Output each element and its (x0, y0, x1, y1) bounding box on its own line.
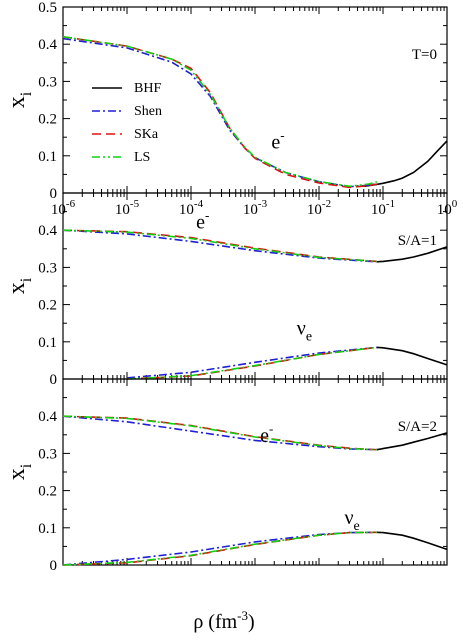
series-line-ls (126, 346, 377, 380)
y-tick-label: 0.1 (38, 149, 57, 165)
series-line-bhf (363, 140, 448, 188)
panel-label: T=0 (412, 47, 437, 63)
series-line-ls (62, 415, 377, 451)
plot-frame (62, 6, 448, 194)
y-tick-label: 0 (50, 186, 58, 202)
panel-label: S/A=1 (398, 233, 437, 249)
y-axis-title: xi (4, 277, 35, 294)
y-tick-label: 0.5 (38, 0, 57, 16)
x-tick-label: 10-1 (371, 198, 395, 218)
y-tick-label: 0 (50, 558, 58, 574)
y-tick-label: 0 (50, 372, 58, 388)
y-tick-label: 0.3 (38, 446, 57, 462)
x-tick-label: 10-6 (51, 198, 76, 218)
series-line-bhf (376, 531, 448, 551)
panel-2: 0 0.1 0.2 0.3 0.4 S/A=1 e-νe xi (4, 192, 448, 388)
series-line-ska (62, 36, 377, 189)
x-tick-label: 10-2 (307, 198, 331, 218)
series-line-shen (126, 346, 377, 379)
y-tick-label: 0.1 (38, 335, 57, 351)
curve-annotation: e- (196, 207, 209, 233)
x-tick-label: 10-5 (115, 198, 140, 218)
legend-label-bhf: BHF (134, 81, 161, 96)
legend: BHF Shen SKa LS (92, 81, 162, 165)
y-tick-label: 0.4 (38, 37, 57, 53)
y-tick-label: 0.4 (38, 223, 57, 239)
panel-1: 0 0.1 0.2 0.3 0.4 0.5 10-6 10-5 10-4 10-3 10-2 10-1… (4, 0, 458, 218)
series-line-shen (62, 531, 377, 566)
y-tick-label: 0.2 (38, 112, 57, 128)
y-tick-label: 0.2 (38, 298, 57, 314)
y-axis-title: xi (4, 91, 35, 108)
panels: 0 0.1 0.2 0.3 0.4 0.5 10-6 10-5 10-4 10-3 10-2 10-1… (4, 0, 458, 574)
series-line-shen (62, 229, 377, 263)
series-line-bhf (376, 246, 448, 263)
x-tick-label: 10-4 (179, 198, 204, 218)
series-line-ls (62, 531, 377, 566)
panel-label: S/A=2 (398, 419, 437, 435)
series-line-ska (62, 415, 377, 451)
curve-annotation: e- (271, 127, 284, 153)
plot-frame (62, 192, 448, 380)
series-line-ska (62, 531, 377, 566)
y-tick-label: 0.1 (38, 521, 57, 537)
series-line-ls (62, 229, 377, 263)
y-tick-label: 0.2 (38, 484, 57, 500)
legend-label-shen: Shen (134, 104, 162, 119)
series-line-bhf (376, 432, 448, 451)
curve-annotation: νe (344, 507, 359, 534)
y-axis-title: xi (4, 463, 35, 480)
y-tick-label: 0.3 (38, 260, 57, 276)
plot-frame (62, 378, 448, 566)
series-line-shen (62, 415, 377, 451)
legend-label-ska: SKa (134, 127, 159, 142)
panel-3: 0 0.1 0.2 0.3 0.4 S/A=2 e-νe xi (4, 378, 448, 574)
x-tick-label: 10-3 (243, 198, 268, 218)
x-tick-label: 100 (437, 198, 458, 218)
series-line-ska (62, 229, 377, 263)
legend-label-ls: LS (134, 150, 150, 165)
y-tick-label: 0.4 (38, 409, 57, 425)
y-tick-label: 0.3 (38, 74, 57, 90)
curve-annotation: νe (297, 317, 312, 344)
curve-annotation: e- (260, 421, 273, 447)
x-axis-title: ρ (fm-3) (193, 608, 254, 633)
series-line-ls (62, 36, 378, 188)
series-line-bhf (376, 346, 448, 366)
